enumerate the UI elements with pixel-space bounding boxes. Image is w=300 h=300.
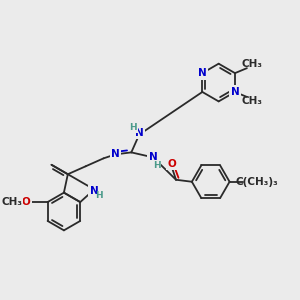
Text: N: N [135,128,144,138]
Text: H: H [95,191,103,200]
Text: O: O [168,159,176,169]
Text: N: N [198,68,207,78]
Text: H: H [130,123,137,132]
Text: CH₃: CH₃ [241,59,262,69]
Text: N: N [149,152,158,162]
Text: O: O [21,197,30,207]
Text: CH₃: CH₃ [2,197,22,207]
Text: N: N [231,87,239,97]
Text: CH₃: CH₃ [241,96,262,106]
Text: H: H [153,161,161,170]
Text: N: N [111,149,120,159]
Text: C(CH₃)₃: C(CH₃)₃ [236,177,279,187]
Text: N: N [90,187,99,196]
